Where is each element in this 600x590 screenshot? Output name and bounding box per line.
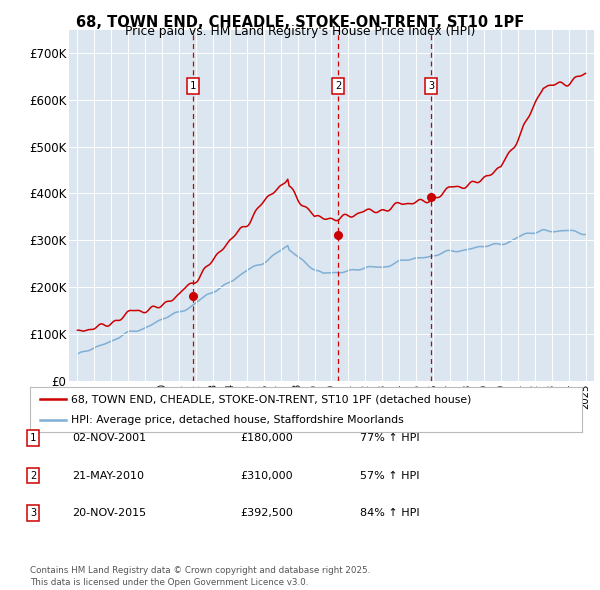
Text: 3: 3 — [428, 81, 434, 91]
Text: 68, TOWN END, CHEADLE, STOKE-ON-TRENT, ST10 1PF (detached house): 68, TOWN END, CHEADLE, STOKE-ON-TRENT, S… — [71, 394, 472, 404]
Text: 21-MAY-2010: 21-MAY-2010 — [72, 471, 144, 480]
Text: 02-NOV-2001: 02-NOV-2001 — [72, 434, 146, 443]
Text: 57% ↑ HPI: 57% ↑ HPI — [360, 471, 419, 480]
Text: 1: 1 — [30, 434, 36, 443]
Text: HPI: Average price, detached house, Staffordshire Moorlands: HPI: Average price, detached house, Staf… — [71, 415, 404, 425]
Text: 2: 2 — [30, 471, 36, 480]
Text: Contains HM Land Registry data © Crown copyright and database right 2025.
This d: Contains HM Land Registry data © Crown c… — [30, 566, 370, 587]
Text: 3: 3 — [30, 508, 36, 517]
Text: 20-NOV-2015: 20-NOV-2015 — [72, 508, 146, 517]
Text: £310,000: £310,000 — [240, 471, 293, 480]
Text: £180,000: £180,000 — [240, 434, 293, 443]
Text: 2: 2 — [335, 81, 341, 91]
Text: 77% ↑ HPI: 77% ↑ HPI — [360, 434, 419, 443]
Text: 1: 1 — [190, 81, 196, 91]
Text: Price paid vs. HM Land Registry's House Price Index (HPI): Price paid vs. HM Land Registry's House … — [125, 25, 475, 38]
Text: 84% ↑ HPI: 84% ↑ HPI — [360, 508, 419, 517]
Text: £392,500: £392,500 — [240, 508, 293, 517]
Text: 68, TOWN END, CHEADLE, STOKE-ON-TRENT, ST10 1PF: 68, TOWN END, CHEADLE, STOKE-ON-TRENT, S… — [76, 15, 524, 30]
